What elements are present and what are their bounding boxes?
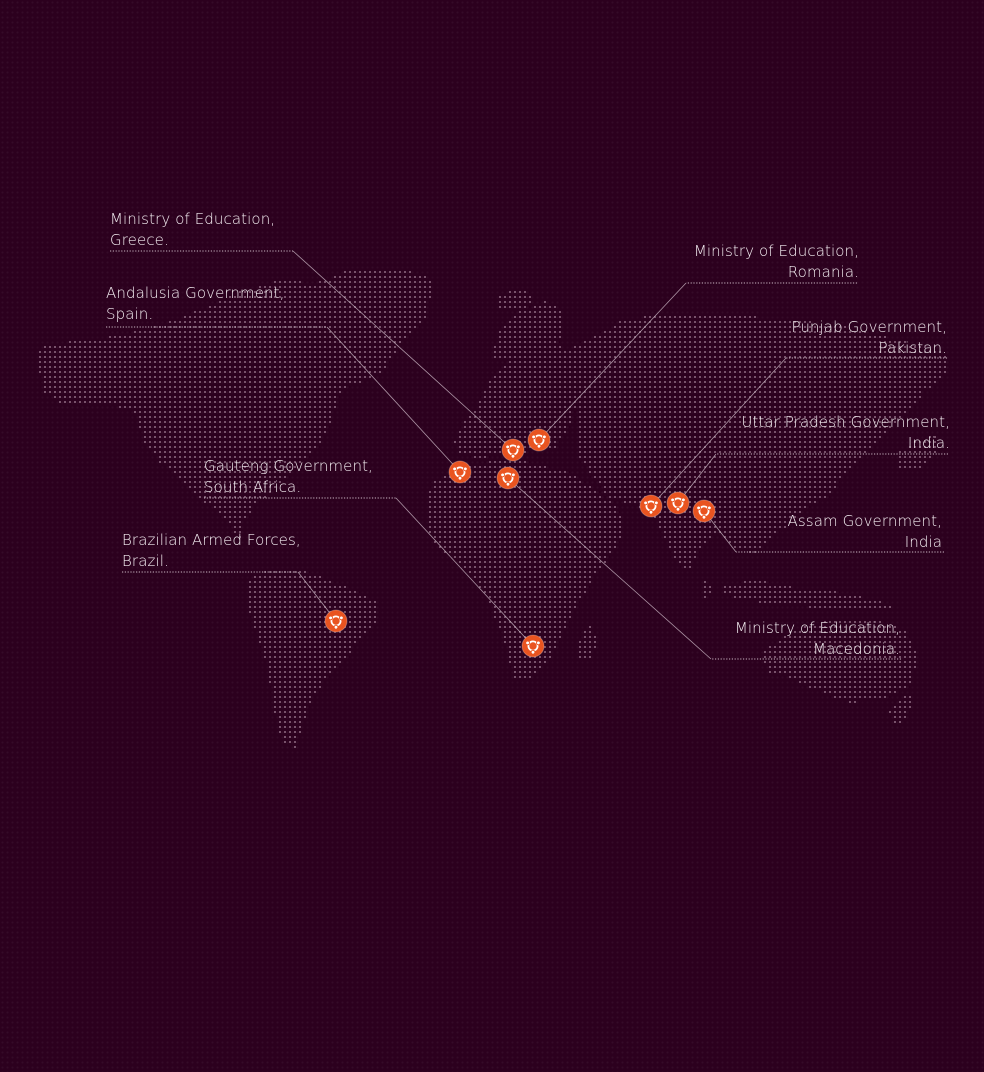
ubuntu-logo-icon (500, 472, 516, 487)
ubuntu-logo-icon (525, 640, 541, 655)
label-brazil-line1: Brazilian Armed Forces, (122, 531, 301, 549)
label-pakistan: Punjab Government, Pakistan. (791, 317, 947, 358)
label-greece-line1: Ministry of Education, (110, 210, 276, 228)
marker-macedonia[interactable] (496, 466, 520, 490)
leader-line-pakistan (650, 357, 787, 507)
ubuntu-logo-icon (696, 505, 712, 520)
label-brazil: Brazilian Armed Forces, Brazil. (122, 530, 301, 571)
label-uttar-pradesh-line2: India. (907, 433, 950, 452)
ubuntu-logo-icon (670, 497, 686, 512)
ubuntu-logo-icon (328, 615, 344, 630)
label-spain-line1: Andalusia Government, (106, 284, 285, 302)
label-pakistan-line2: Pakistan. (878, 338, 947, 357)
land-dots (38, 270, 947, 749)
label-south-africa-line1: Gauteng Government, (204, 457, 373, 475)
label-south-africa-line2: South Africa. (204, 477, 302, 496)
label-assam-line1: Assam Government, (787, 512, 942, 530)
leader-line-macedonia (507, 477, 712, 660)
leader-line-greece (292, 250, 514, 451)
marker-romania[interactable] (527, 428, 551, 452)
leader-line-spain (326, 326, 461, 473)
ubuntu-logo-icon (643, 500, 659, 515)
marker-greece[interactable] (501, 438, 525, 462)
label-uttar-pradesh-line1: Uttar Pradesh Government, (741, 413, 950, 431)
label-south-africa: Gauteng Government, South Africa. (204, 456, 373, 497)
label-assam-line2: India (904, 532, 942, 551)
leader-line-romania (538, 282, 687, 441)
marker-uttar-pradesh[interactable] (666, 491, 690, 515)
marker-brazil[interactable] (324, 609, 348, 633)
label-greece: Ministry of Education, Greece. (110, 209, 275, 250)
marker-assam[interactable] (692, 499, 716, 523)
marker-pakistan[interactable] (639, 494, 663, 518)
leader-line-south-africa (395, 497, 534, 647)
label-brazil-line2: Brazil. (122, 551, 169, 570)
label-spain: Andalusia Government, Spain. (106, 283, 285, 324)
marker-south-africa[interactable] (521, 634, 545, 658)
ubuntu-logo-icon (452, 466, 468, 481)
label-uttar-pradesh: Uttar Pradesh Government, India. (741, 412, 950, 453)
label-romania-line1: Ministry of Education, (693, 242, 859, 260)
label-macedonia: Ministry of Education, Macedonia. (735, 618, 900, 659)
location-markers (324, 428, 716, 658)
label-romania-line2: Romania. (787, 262, 859, 281)
label-assam: Assam Government, India (788, 511, 942, 552)
leader-lines (106, 250, 948, 660)
marker-spain[interactable] (448, 460, 472, 484)
ubuntu-logo-icon (505, 444, 521, 459)
label-greece-line2: Greece. (110, 230, 169, 249)
label-macedonia-line1: Ministry of Education, (734, 619, 900, 637)
ubuntu-logo-icon (531, 434, 547, 449)
label-macedonia-line2: Macedonia. (813, 639, 900, 658)
label-spain-line2: Spain. (106, 304, 154, 323)
label-pakistan-line1: Punjab Government, (791, 318, 947, 336)
label-romania: Ministry of Education, Romania. (694, 241, 859, 282)
